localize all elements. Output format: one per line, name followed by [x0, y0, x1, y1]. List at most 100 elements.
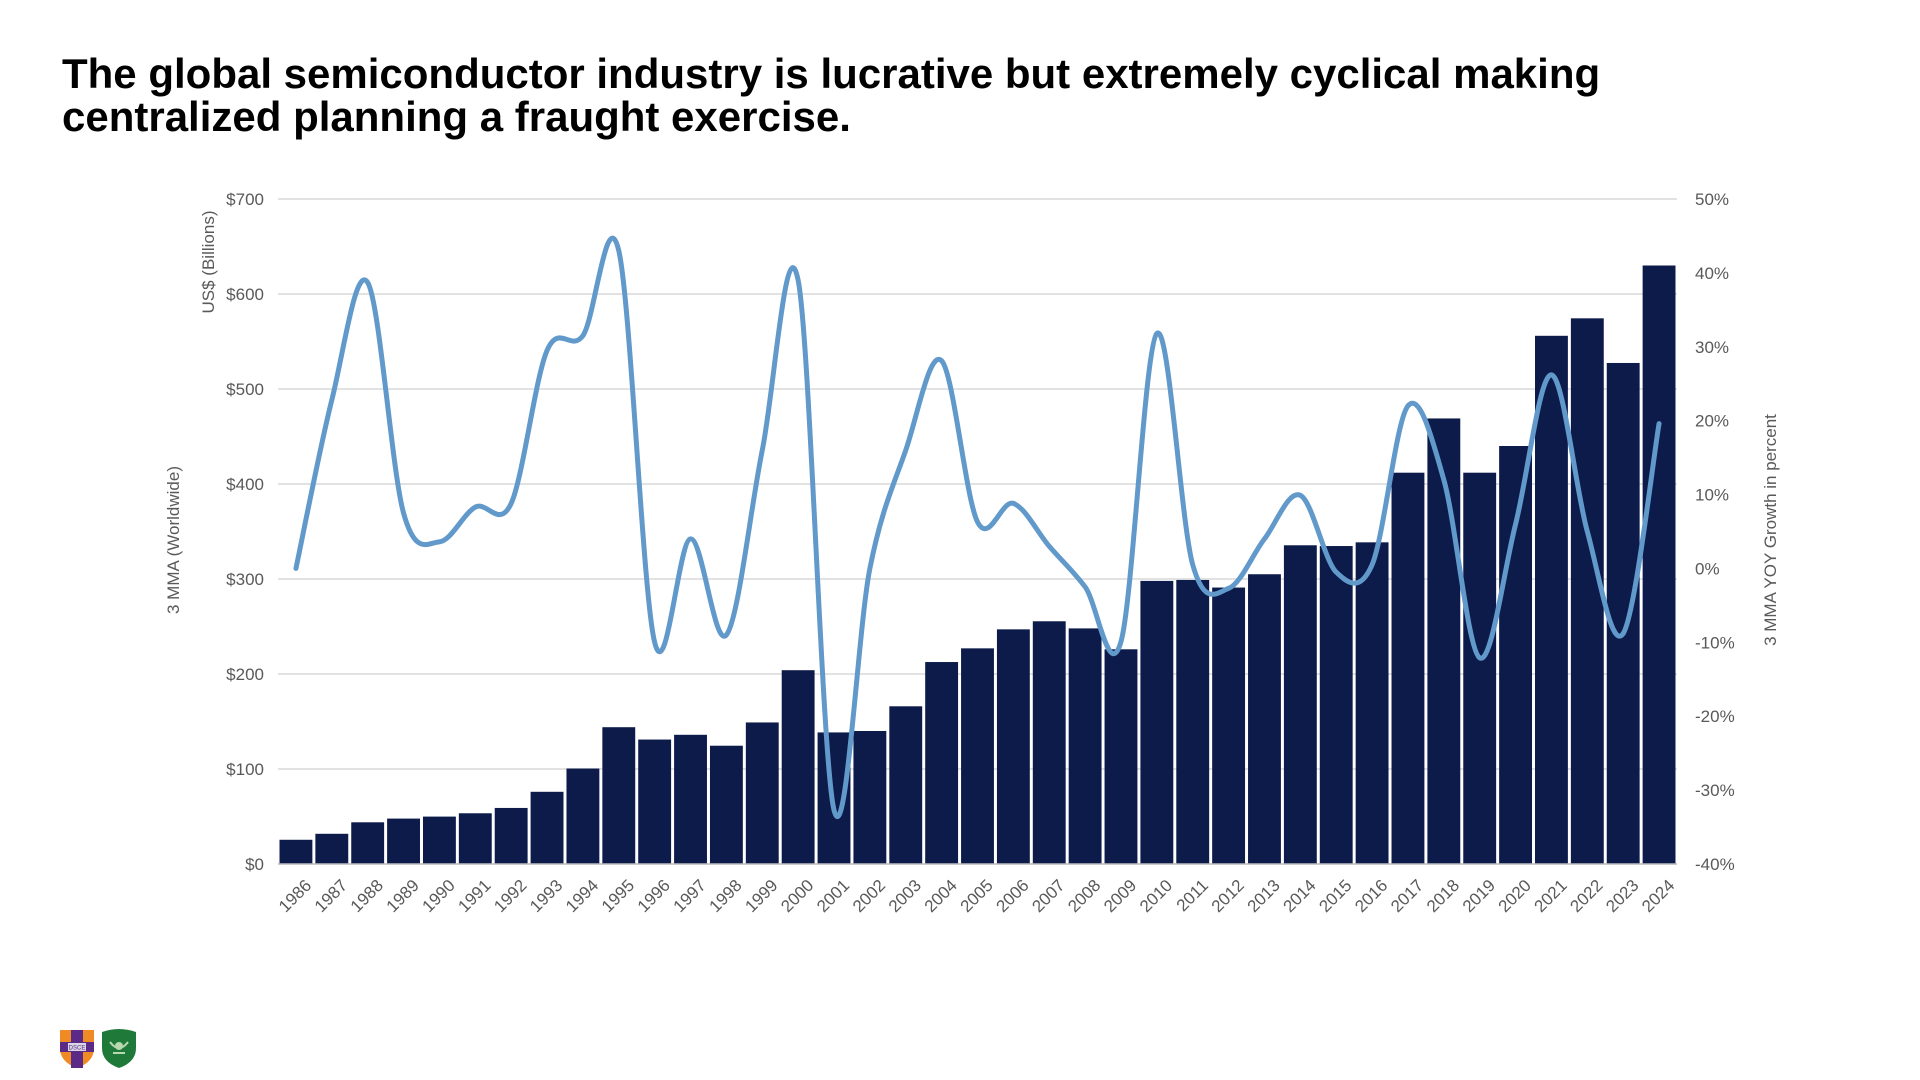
- slide-title: The global semiconductor industry is luc…: [62, 50, 1601, 140]
- x-tick-label: 2020: [1495, 876, 1535, 916]
- x-tick-label: 1994: [562, 876, 602, 916]
- right-tick-label: 0%: [1695, 559, 1720, 578]
- x-tick-label: 2016: [1351, 876, 1391, 916]
- bar-2002: [853, 731, 887, 864]
- bar-2010: [1140, 580, 1174, 864]
- growth-line-series: [293, 235, 1662, 820]
- x-tick-label: 1995: [598, 876, 638, 916]
- x-tick-label: 2017: [1387, 876, 1427, 916]
- x-tick-label: 2005: [957, 876, 997, 916]
- bar-1995: [602, 727, 636, 864]
- right-tick-label: 10%: [1695, 486, 1729, 505]
- bar-2017: [1391, 472, 1425, 864]
- x-tick-label: 1999: [741, 876, 781, 916]
- x-tick-label: 1997: [670, 876, 710, 916]
- x-tick-label: 2014: [1279, 876, 1319, 916]
- bar-1987: [315, 833, 349, 864]
- bar-2003: [889, 706, 923, 864]
- x-tick-label: 2006: [993, 876, 1033, 916]
- growth-line: [293, 235, 1662, 820]
- x-tick-label: 2015: [1315, 876, 1355, 916]
- logos: DSCE: [58, 1026, 138, 1070]
- university-shield-logo: DSCE: [60, 1030, 94, 1068]
- bar-2024: [1642, 265, 1676, 864]
- right-tick-label: 50%: [1695, 190, 1729, 209]
- bar-2023: [1606, 362, 1640, 864]
- right-tick-label: 40%: [1695, 264, 1729, 283]
- right-tick-label: -30%: [1695, 781, 1735, 800]
- x-tick-label: 2023: [1602, 876, 1642, 916]
- bar-1986: [279, 839, 313, 864]
- x-tick-label: 1987: [311, 876, 351, 916]
- left-tick-label: $100: [226, 760, 264, 779]
- x-tick-label: 2009: [1100, 876, 1140, 916]
- x-tick-label: 1993: [526, 876, 566, 916]
- left-tick-label: $300: [226, 570, 264, 589]
- left-tick-label: $200: [226, 665, 264, 684]
- bar-2018: [1427, 418, 1461, 864]
- left-tick-label: $500: [226, 380, 264, 399]
- left-tick-label: $600: [226, 285, 264, 304]
- bar-1992: [494, 807, 528, 864]
- x-tick-label: 1992: [490, 876, 530, 916]
- bar-1998: [709, 745, 743, 864]
- left-axis-subtitle: US$ (Billions): [199, 211, 218, 314]
- x-tick-label: 2001: [813, 876, 853, 916]
- left-tick-label: $0: [245, 855, 264, 874]
- x-tick-label: 1990: [419, 876, 459, 916]
- bar-1996: [638, 739, 672, 864]
- svg-text:DSCE: DSCE: [69, 1046, 86, 1052]
- bar-2004: [925, 662, 959, 864]
- right-tick-label: -40%: [1695, 855, 1735, 874]
- x-tick-label: 1989: [383, 876, 423, 916]
- x-tick-label: 2008: [1064, 876, 1104, 916]
- bar-2009: [1104, 649, 1138, 864]
- x-tick-label: 2019: [1459, 876, 1499, 916]
- bar-2005: [961, 648, 994, 864]
- bar-2014: [1283, 545, 1317, 864]
- bar-2022: [1570, 318, 1604, 864]
- bar-2008: [1068, 628, 1102, 864]
- x-tick-label: 1996: [634, 876, 674, 916]
- x-tick-label: 2018: [1423, 876, 1463, 916]
- right-axis-title: 3 MMA YOY Growth in percent: [1761, 414, 1780, 646]
- green-crest-logo: [102, 1029, 136, 1068]
- x-tick-label: 2013: [1244, 876, 1284, 916]
- bar-1993: [530, 791, 564, 864]
- x-tick-label: 2002: [849, 876, 889, 916]
- left-axis-ticks: $0 $100 $200 $300 $400 $500 $600 $700: [226, 190, 264, 874]
- right-tick-label: 30%: [1695, 338, 1729, 357]
- left-tick-label: $400: [226, 475, 264, 494]
- bar-1991: [458, 813, 492, 864]
- bar-2012: [1212, 587, 1246, 864]
- x-tick-label: 2012: [1208, 876, 1248, 916]
- x-tick-label: 2004: [921, 876, 961, 916]
- x-tick-label: 2000: [777, 876, 817, 916]
- bar-1990: [422, 816, 456, 864]
- x-tick-label: 1998: [706, 876, 746, 916]
- right-tick-label: 20%: [1695, 412, 1729, 431]
- bar-1997: [674, 734, 707, 864]
- bar-1999: [745, 722, 779, 864]
- bar-2020: [1499, 446, 1533, 864]
- x-tick-label: 1986: [275, 876, 315, 916]
- x-tick-label: 1991: [454, 876, 494, 916]
- x-tick-label: 2021: [1531, 876, 1571, 916]
- bar-1988: [351, 822, 385, 864]
- x-tick-label: 2022: [1566, 876, 1606, 916]
- x-tick-label: 2010: [1136, 876, 1176, 916]
- right-axis-ticks: -40% -30% -20% -10% 0% 10% 20% 30% 40% 50%: [1695, 190, 1735, 874]
- x-tick-label: 2003: [885, 876, 925, 916]
- bar-1989: [387, 818, 420, 864]
- x-tick-label: 2007: [1028, 876, 1068, 916]
- bar-2007: [1032, 621, 1066, 864]
- bar-2006: [996, 629, 1030, 864]
- x-tick-label: 1988: [347, 876, 387, 916]
- bar-2011: [1176, 579, 1210, 864]
- x-tick-label: 2011: [1173, 876, 1212, 915]
- left-tick-label: $700: [226, 190, 264, 209]
- bar-2021: [1535, 335, 1568, 864]
- right-tick-label: -20%: [1695, 707, 1735, 726]
- bar-2015: [1319, 546, 1353, 864]
